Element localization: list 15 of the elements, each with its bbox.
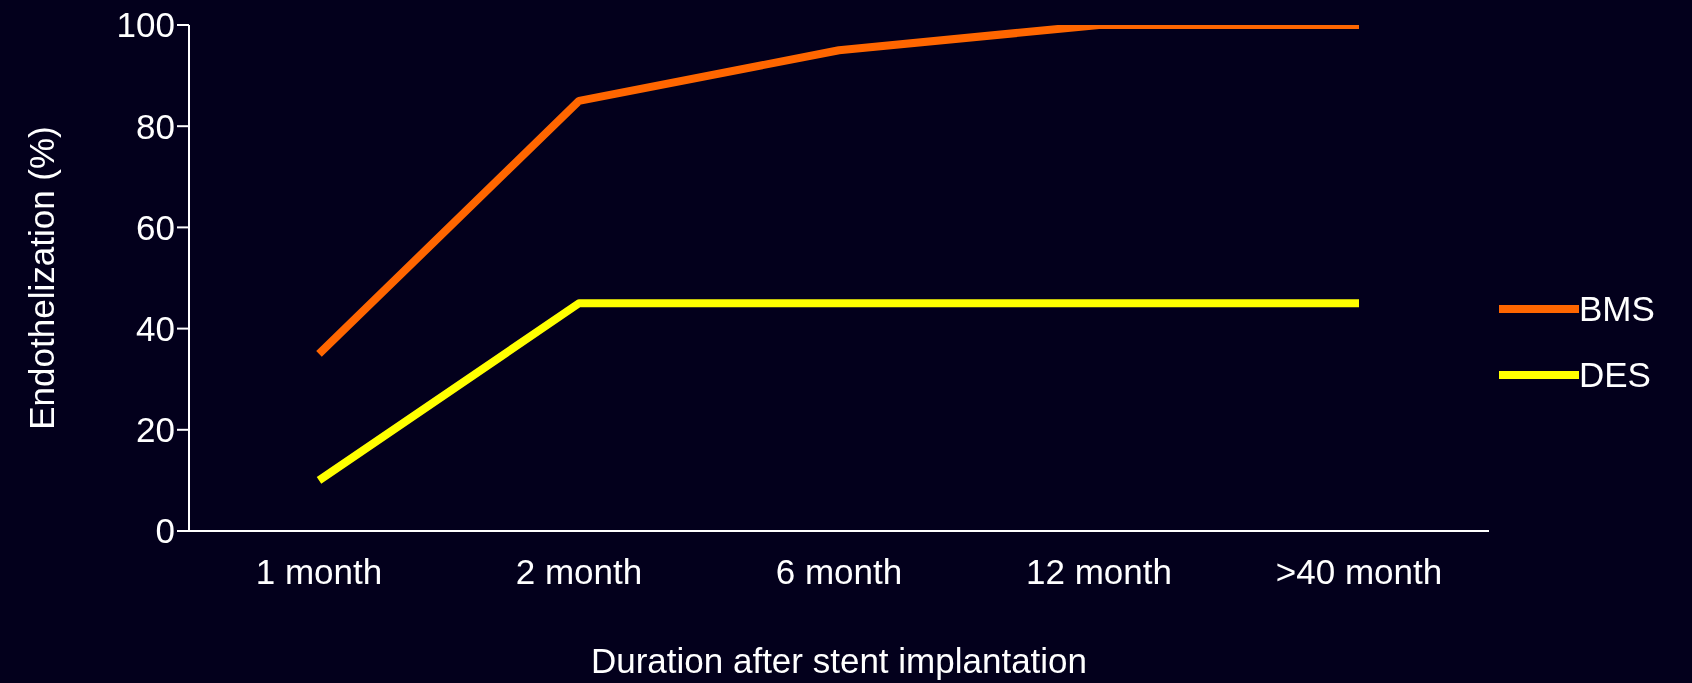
x-tick-label: 2 month bbox=[515, 551, 643, 591]
y-tick-label: 60 bbox=[136, 207, 175, 247]
y-tick-label: 20 bbox=[136, 410, 175, 450]
x-tick-label: >40 month bbox=[1275, 551, 1443, 591]
y-tick-label: 40 bbox=[136, 309, 175, 349]
legend-label: DES bbox=[1579, 354, 1651, 395]
y-tick-label: 100 bbox=[116, 5, 175, 45]
x-tick-label: 12 month bbox=[1026, 551, 1172, 591]
legend-label: BMS bbox=[1579, 288, 1655, 329]
y-axis-title: Endothelization (%) bbox=[22, 126, 62, 430]
x-tick-label: 1 month bbox=[255, 551, 383, 591]
x-tick-label: 6 month bbox=[775, 551, 903, 591]
y-tick-label: 80 bbox=[136, 106, 175, 146]
y-tick-label: 0 bbox=[155, 511, 175, 551]
x-axis-title: Duration after stent implantation bbox=[590, 641, 1088, 680]
